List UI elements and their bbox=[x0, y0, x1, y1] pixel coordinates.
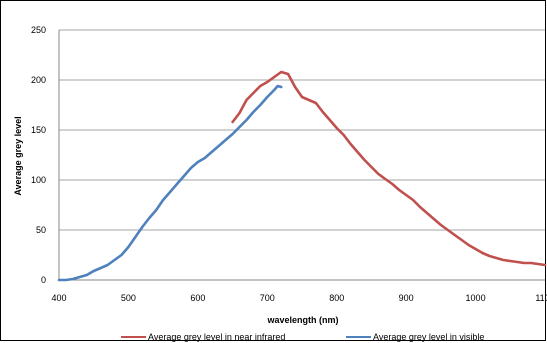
x-tick-label: 800 bbox=[329, 293, 344, 303]
y-tick-label: 50 bbox=[36, 225, 46, 235]
legend-label-near-infrared: Average grey level in near infrared bbox=[148, 332, 285, 342]
y-tick-label: 0 bbox=[41, 275, 46, 285]
x-axis-label: wavelength (nm) bbox=[266, 315, 338, 325]
series-line-near-infrared bbox=[231, 70, 547, 267]
legend: Average grey level in near infrared Aver… bbox=[121, 332, 484, 342]
x-tick-label: 700 bbox=[260, 293, 275, 303]
x-tick-label: 600 bbox=[190, 293, 205, 303]
x-tick-label: 1100 bbox=[535, 293, 547, 303]
x-tick-label: 900 bbox=[399, 293, 414, 303]
series-line-visible bbox=[57, 84, 283, 282]
x-tick-label: 500 bbox=[121, 293, 136, 303]
legend-label-visible: Average grey level in visible bbox=[373, 332, 484, 342]
x-tick-label: 400 bbox=[51, 293, 66, 303]
y-tick-label: 150 bbox=[31, 125, 46, 135]
y-tick-label: 200 bbox=[31, 75, 46, 85]
y-tick-label: 100 bbox=[31, 175, 46, 185]
y-axis-label: Average grey level bbox=[13, 116, 23, 195]
x-tick-label: 1000 bbox=[466, 293, 486, 303]
y-tick-label: 250 bbox=[31, 25, 46, 35]
